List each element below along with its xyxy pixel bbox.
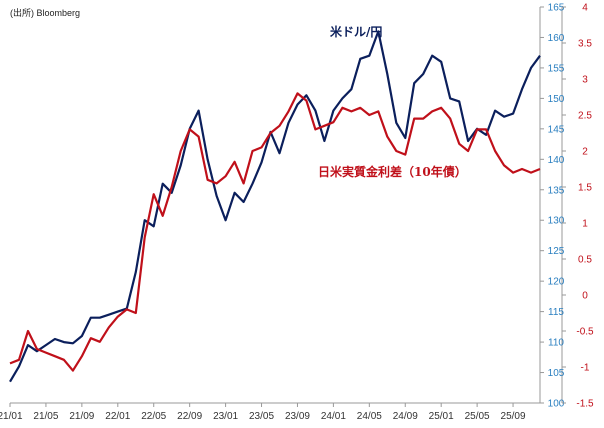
x-tick-label: 22/05 bbox=[141, 411, 166, 422]
left-axis-tick-label: 145 bbox=[548, 124, 565, 135]
x-tick-label: 24/09 bbox=[393, 411, 418, 422]
x-tick-label: 23/01 bbox=[213, 411, 238, 422]
right-axis-tick-label: 1 bbox=[582, 219, 588, 230]
left-axis-tick-label: 125 bbox=[548, 246, 565, 257]
left-axis-tick-label: 105 bbox=[548, 368, 565, 379]
right-axis-tick-label: 2.5 bbox=[578, 111, 592, 122]
left-axis-tick-label: 155 bbox=[548, 63, 565, 74]
right-axis-tick-label: -0.5 bbox=[576, 327, 594, 338]
rate-diff-line bbox=[9, 92, 541, 372]
usdjpy-series-label: 米ドル/円 bbox=[330, 24, 382, 39]
left-axis-tick-label: 120 bbox=[548, 277, 565, 288]
right-axis-tick-label: -1.5 bbox=[576, 399, 594, 410]
x-tick-label: 23/09 bbox=[285, 411, 310, 422]
x-tick-label: 24/05 bbox=[357, 411, 382, 422]
right-axis-tick-label: 2 bbox=[582, 147, 588, 158]
x-tick-label: 25/09 bbox=[501, 411, 526, 422]
left-axis-tick-label: 160 bbox=[548, 33, 565, 44]
x-tick-label: 25/05 bbox=[465, 411, 490, 422]
right-axis-tick-label: 0 bbox=[582, 291, 588, 302]
left-axis-tick-label: 150 bbox=[548, 94, 565, 105]
x-tick-label: 21/09 bbox=[69, 411, 94, 422]
x-tick-label: 22/01 bbox=[105, 411, 130, 422]
x-tick-label: 22/09 bbox=[177, 411, 202, 422]
usdjpy-line bbox=[9, 30, 541, 383]
x-tick-label: 24/01 bbox=[321, 411, 346, 422]
right-axis-tick-label: 3.5 bbox=[578, 39, 592, 50]
left-axis-tick-label: 140 bbox=[548, 155, 565, 166]
right-axis-tick-label: 3 bbox=[582, 75, 588, 86]
x-tick-label: 21/05 bbox=[33, 411, 58, 422]
right-axis-tick-label: 0.5 bbox=[578, 255, 592, 266]
right-axis-tick-label: 1.5 bbox=[578, 183, 592, 194]
left-axis-tick-label: 100 bbox=[548, 399, 565, 410]
axes: 21/01 21/05 21/09 22/01 22/05 22/09 23/01 23/05… bbox=[0, 3, 594, 423]
x-tick-label: 25/01 bbox=[429, 411, 454, 422]
left-axis-tick-label: 130 bbox=[548, 216, 565, 227]
left-axis-tick-label: 110 bbox=[548, 338, 564, 349]
series-lines bbox=[9, 30, 541, 383]
left-axis-tick-label: 115 bbox=[548, 307, 564, 318]
right-axis-tick-label: 4 bbox=[582, 3, 588, 14]
rate-diff-series-label: 日米実質金利差（10年債） bbox=[318, 164, 467, 179]
right-axis-tick-label: -1 bbox=[581, 363, 590, 374]
x-tick-label: 23/05 bbox=[249, 411, 274, 422]
left-axis-tick-label: 135 bbox=[548, 185, 565, 196]
x-tick-label: 21/01 bbox=[0, 411, 23, 422]
left-axis-tick-label: 165 bbox=[548, 3, 565, 14]
source-note: (出所) Bloomberg bbox=[10, 7, 80, 18]
